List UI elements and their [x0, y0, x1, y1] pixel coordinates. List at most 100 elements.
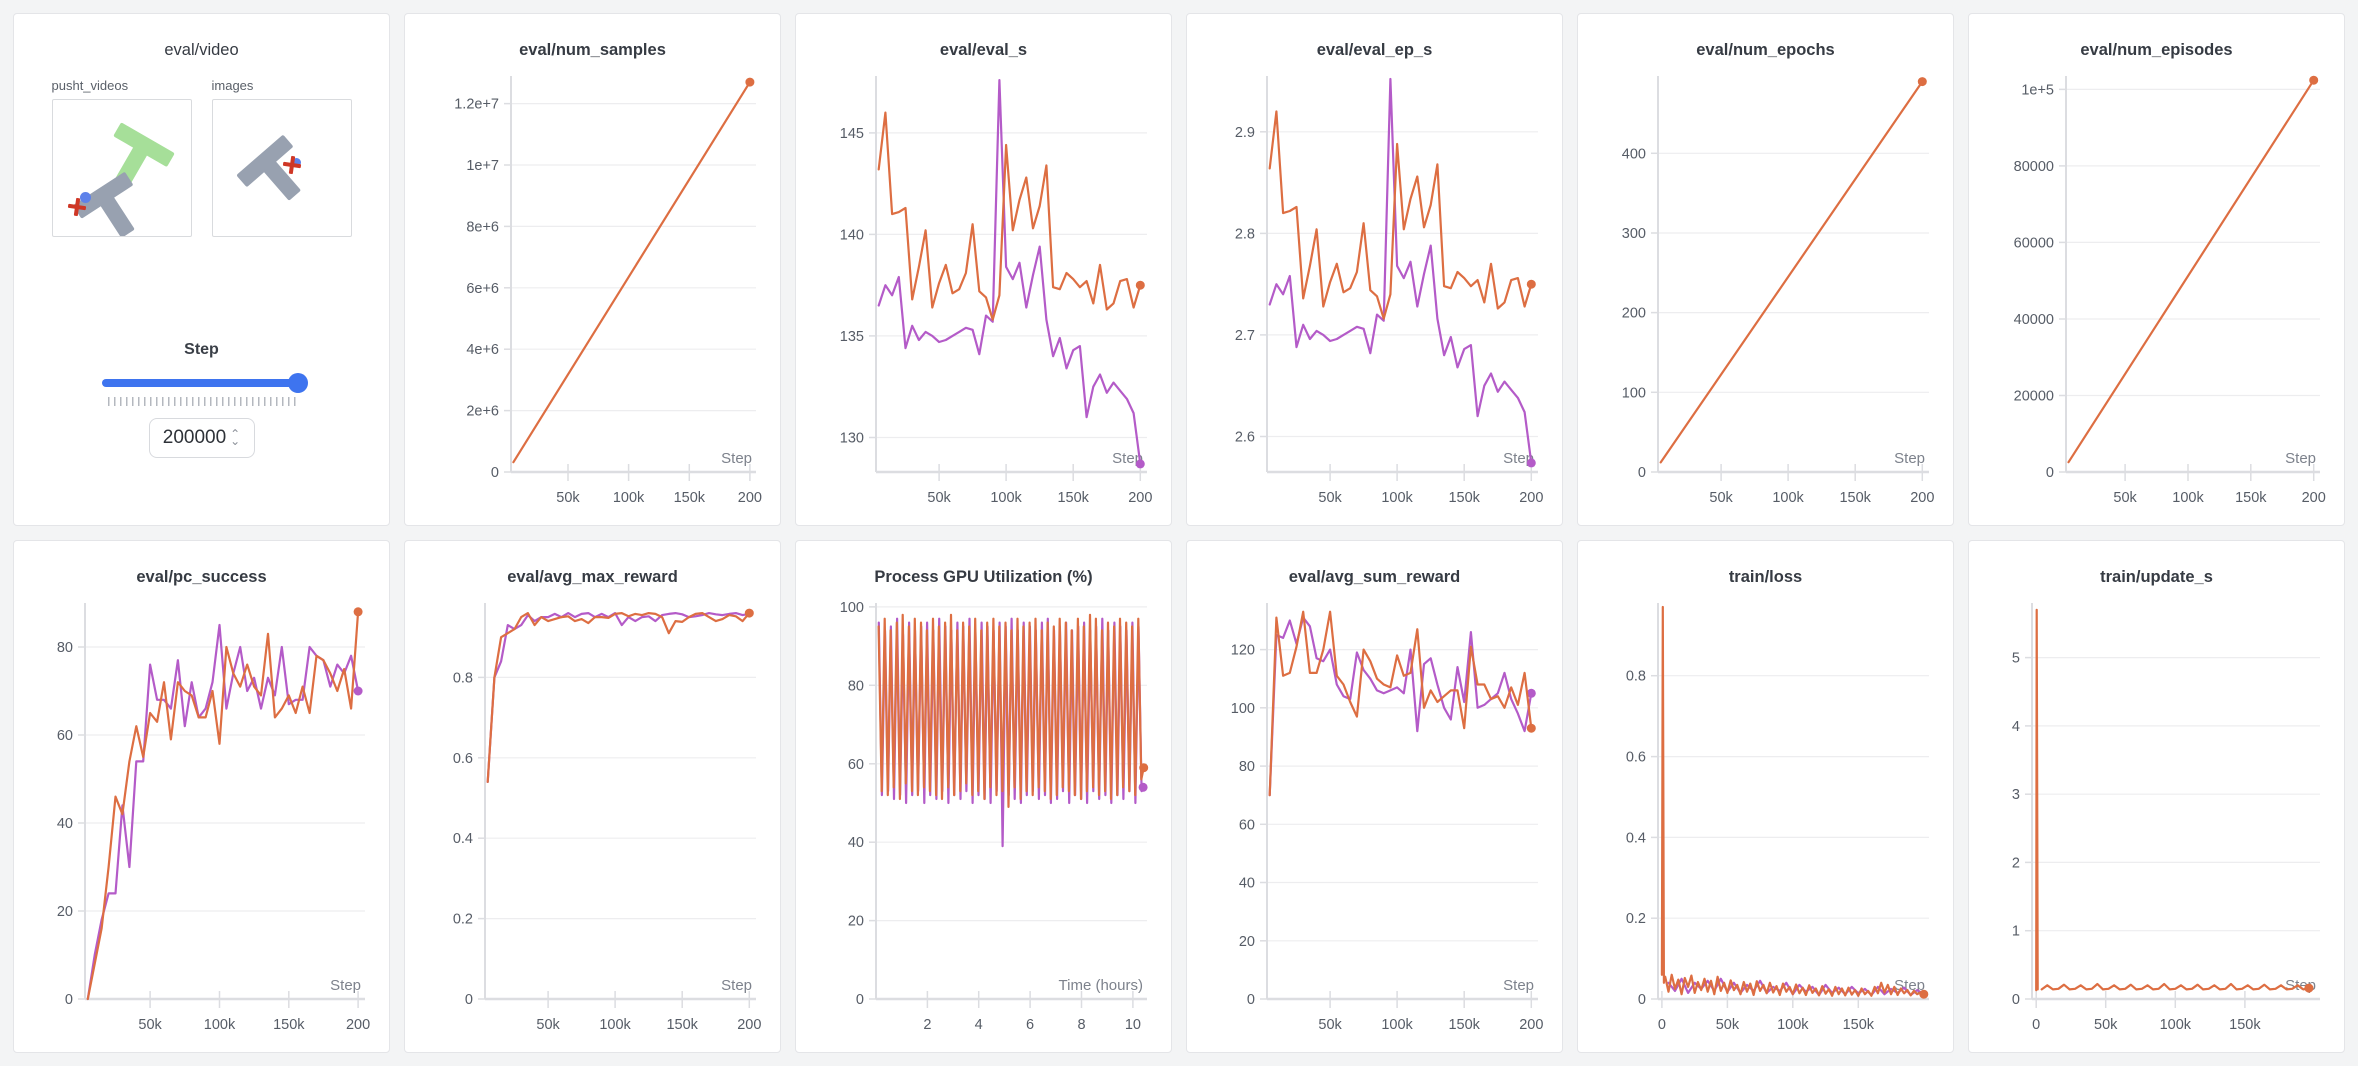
chart-area: 0 0.2 0.4 0.6 0.8 0 50k 100k 150k Step [1586, 593, 1945, 1041]
svg-text:2.6: 2.6 [1235, 430, 1255, 446]
chart-title: eval/num_episodes [2080, 41, 2233, 59]
svg-text:2e+6: 2e+6 [466, 404, 499, 420]
svg-text:150k: 150k [273, 1017, 305, 1033]
chart-canvas[interactable]: 0 100 200 300 400 50k 100k 150k 200 Step [1586, 66, 1945, 514]
svg-text:130: 130 [840, 431, 864, 447]
svg-text:100k: 100k [2172, 490, 2204, 506]
svg-text:Step: Step [721, 450, 752, 467]
svg-text:1e+7: 1e+7 [466, 158, 499, 174]
chart-area: 0 20 40 60 80 50k 100k 150k 200 Step [22, 593, 381, 1041]
svg-text:Step: Step [330, 977, 361, 994]
chart-title: eval/eval_ep_s [1316, 41, 1433, 59]
svg-text:0.8: 0.8 [453, 670, 473, 686]
svg-text:200: 200 [738, 490, 762, 506]
svg-text:50k: 50k [536, 1017, 560, 1033]
svg-text:20: 20 [57, 904, 73, 920]
svg-text:100: 100 [840, 600, 864, 616]
chart-title: Process GPU Utilization (%) [874, 568, 1093, 586]
svg-text:0.8: 0.8 [1626, 669, 1646, 685]
images-thumbnail[interactable] [211, 99, 352, 237]
svg-text:100: 100 [1231, 701, 1255, 717]
chart-panel: eval/avg_max_reward 0 0.2 0.4 0.6 0.8 50k 100k… [404, 540, 781, 1053]
step-down-icon[interactable]: ⌄ [230, 434, 241, 448]
media-item-images: images [211, 78, 352, 237]
svg-text:20: 20 [1239, 934, 1255, 950]
chart-canvas[interactable]: 0 20 40 60 80 100 120 50k 100k 150k 200 Step [1195, 593, 1554, 1041]
chart-canvas[interactable]: 0 20000 40000 60000 80000 1e+5 50k 100k 150k 200 S… [1977, 66, 2336, 514]
svg-text:150k: 150k [1843, 1017, 1875, 1033]
media-panel: eval/video pusht_videos images [13, 13, 390, 526]
slider-track[interactable] [101, 379, 302, 387]
stepper-arrows[interactable]: ⌃ ⌄ [230, 427, 241, 448]
svg-text:100k: 100k [204, 1017, 236, 1033]
pusht-video-thumbnail[interactable] [51, 99, 192, 237]
step-input[interactable]: 200000 ⌃ ⌄ [148, 418, 255, 458]
svg-text:50k: 50k [2094, 1017, 2118, 1033]
svg-text:0: 0 [1247, 992, 1255, 1008]
chart-canvas[interactable]: 0 0.2 0.4 0.6 0.8 50k 100k 150k 200 Step [413, 593, 772, 1041]
svg-text:150k: 150k [1448, 490, 1480, 506]
svg-text:50k: 50k [1716, 1017, 1740, 1033]
chart-canvas[interactable]: 130 135 140 145 50k 100k 150k 200 Step [804, 66, 1163, 514]
chart-canvas[interactable]: 0 20 40 60 80 100 2 4 6 8 10 Time (hours) [804, 593, 1163, 1041]
slider-handle[interactable] [287, 373, 308, 393]
svg-text:Step: Step [721, 977, 752, 994]
svg-text:0.6: 0.6 [1626, 750, 1646, 766]
chart-area: 0 20000 40000 60000 80000 1e+5 50k 100k 150k 200 S… [1977, 66, 2336, 514]
pusht-agent-dot [79, 192, 91, 203]
svg-text:50k: 50k [556, 490, 580, 506]
chart-panel: train/loss 0 0.2 0.4 0.6 0.8 0 50k 100k 150k Step [1577, 540, 1954, 1053]
svg-text:0: 0 [491, 465, 499, 481]
svg-text:1.2e+7: 1.2e+7 [454, 97, 499, 113]
svg-text:Step: Step [1894, 450, 1925, 467]
svg-text:Step: Step [1503, 450, 1534, 467]
chart-area: 0 20 40 60 80 100 2 4 6 8 10 Time (hours) [804, 593, 1163, 1041]
svg-text:0.6: 0.6 [453, 751, 473, 767]
chart-panel: eval/pc_success 0 20 40 60 80 50k 100k 150k 200 S… [13, 540, 390, 1053]
chart-area: 0 2e+6 4e+6 6e+6 8e+6 1e+7 1.2e+7 50k 100k 150k 20… [413, 66, 772, 514]
svg-text:200: 200 [346, 1017, 370, 1033]
svg-text:100k: 100k [1381, 490, 1413, 506]
svg-text:8: 8 [1077, 1017, 1085, 1033]
svg-text:2: 2 [923, 1017, 931, 1033]
svg-text:100k: 100k [613, 490, 645, 506]
svg-text:Step: Step [1112, 450, 1143, 467]
svg-text:0.4: 0.4 [1626, 830, 1646, 846]
svg-text:4: 4 [2012, 719, 2020, 735]
svg-text:1e+5: 1e+5 [2021, 82, 2054, 98]
chart-panel: Process GPU Utilization (%) 0 20 40 60 80 100… [795, 540, 1172, 1053]
svg-text:50k: 50k [1318, 1017, 1342, 1033]
step-slider[interactable] [101, 373, 308, 393]
chart-title: eval/avg_sum_reward [1288, 568, 1461, 586]
chart-area: 130 135 140 145 50k 100k 150k 200 Step [804, 66, 1163, 514]
chart-canvas[interactable]: 0 20 40 60 80 50k 100k 150k 200 Step [22, 593, 381, 1041]
svg-text:145: 145 [840, 126, 864, 142]
media-label-images: images [211, 78, 254, 93]
svg-text:200: 200 [1519, 1017, 1543, 1033]
chart-panel: eval/eval_s 130 135 140 145 50k 100k 150k 200 St… [795, 13, 1172, 526]
chart-canvas[interactable]: 2.6 2.7 2.8 2.9 50k 100k 150k 200 Step [1195, 66, 1554, 514]
step-slider-label: Step [184, 341, 219, 358]
svg-text:100: 100 [1622, 385, 1646, 401]
svg-text:80000: 80000 [2014, 159, 2054, 175]
chart-canvas[interactable]: 0 2e+6 4e+6 6e+6 8e+6 1e+7 1.2e+7 50k 100k 150k 20… [413, 66, 772, 514]
svg-text:400: 400 [1622, 146, 1646, 162]
chart-panel: eval/eval_ep_s 2.6 2.7 2.8 2.9 50k 100k 150k 20… [1186, 13, 1563, 526]
chart-area: 0 0.2 0.4 0.6 0.8 50k 100k 150k 200 Step [413, 593, 772, 1041]
svg-text:3: 3 [2012, 787, 2020, 803]
svg-text:2.7: 2.7 [1235, 328, 1255, 344]
svg-text:0: 0 [2012, 992, 2020, 1008]
step-up-icon[interactable]: ⌃ [230, 427, 241, 441]
svg-text:2.9: 2.9 [1235, 125, 1255, 141]
svg-text:100k: 100k [599, 1017, 631, 1033]
svg-text:200: 200 [2302, 490, 2326, 506]
svg-text:150k: 150k [2235, 490, 2267, 506]
media-item-pusht-videos: pusht_videos [51, 78, 192, 237]
svg-text:50k: 50k [1318, 490, 1342, 506]
images-block-t-shape [235, 134, 320, 218]
svg-text:6e+6: 6e+6 [466, 281, 499, 297]
svg-text:100k: 100k [1777, 1017, 1809, 1033]
svg-text:40: 40 [848, 835, 864, 851]
